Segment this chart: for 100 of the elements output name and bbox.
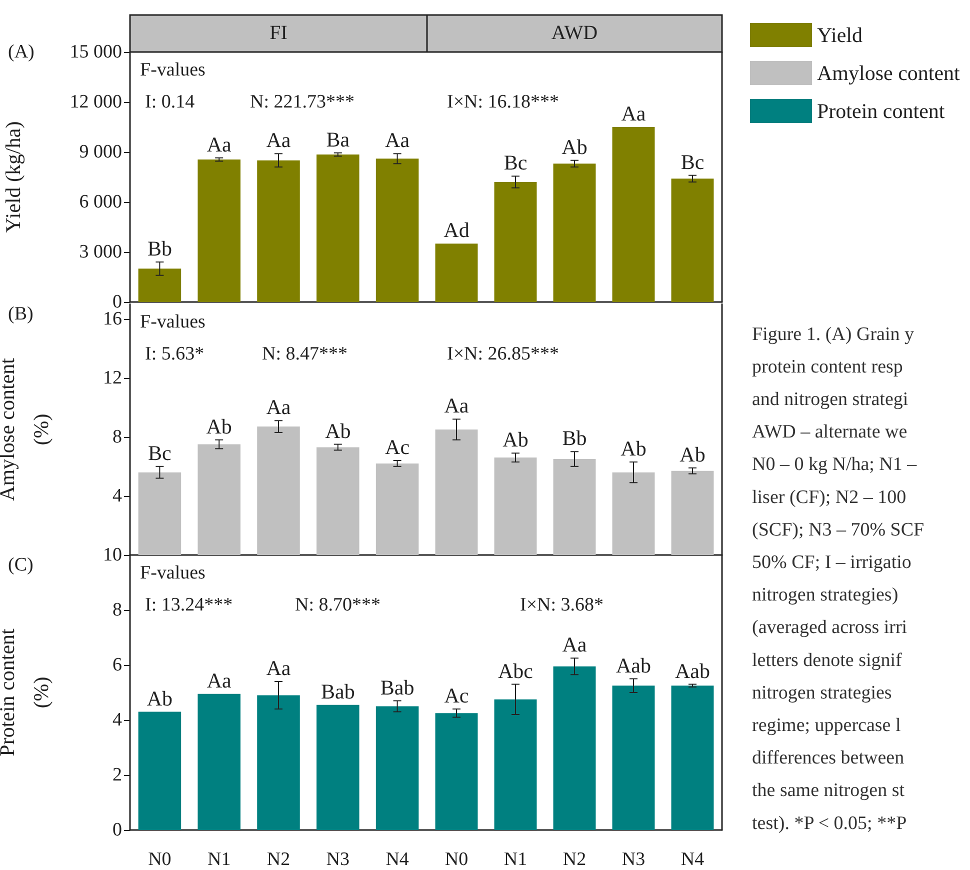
annotation: Aa bbox=[266, 128, 292, 152]
bar bbox=[435, 244, 478, 302]
x-tick-label: N3 bbox=[326, 849, 350, 870]
annotation: Ad bbox=[444, 218, 470, 242]
annotation: F-values bbox=[140, 60, 206, 80]
bar bbox=[316, 154, 360, 302]
bar bbox=[257, 426, 300, 555]
annotation: N: 8.47*** bbox=[262, 344, 348, 364]
text: (C) bbox=[8, 554, 34, 576]
bar bbox=[376, 158, 419, 302]
annotation: I×N: 3.68* bbox=[520, 594, 604, 616]
annotation: I: 5.63* bbox=[145, 344, 204, 364]
y-tick-label: 0 bbox=[112, 820, 122, 840]
bar bbox=[612, 686, 655, 830]
y-tick-label: 4 bbox=[112, 485, 122, 506]
bar bbox=[494, 699, 537, 830]
annotation: Ac bbox=[444, 684, 469, 708]
bar bbox=[671, 178, 714, 302]
bar bbox=[138, 712, 182, 830]
annotation: Aa bbox=[385, 128, 410, 152]
y-tick-label: 12 000 bbox=[70, 92, 122, 112]
annotation: I×N: 26.85*** bbox=[447, 344, 560, 364]
bar bbox=[553, 164, 596, 302]
bar bbox=[494, 458, 537, 555]
annotation: Aa bbox=[266, 395, 292, 420]
bar bbox=[612, 127, 655, 302]
bar bbox=[494, 182, 537, 302]
annotation: Bb bbox=[147, 236, 172, 260]
legend-label: Amylose content bbox=[817, 61, 960, 85]
y-tick-label: 2 bbox=[112, 764, 122, 786]
annotation: Aab bbox=[616, 653, 651, 678]
annotation: I: 13.24*** bbox=[145, 594, 233, 616]
bar bbox=[435, 430, 478, 555]
x-tick-label: N0 bbox=[444, 849, 468, 870]
y-tick-label: 6 bbox=[112, 654, 122, 676]
annotation: Ab bbox=[680, 442, 706, 466]
bar bbox=[138, 472, 182, 555]
annotation: F-values bbox=[140, 312, 206, 332]
annotation: Aa bbox=[444, 394, 470, 418]
annotation: Aa bbox=[621, 102, 646, 126]
bar bbox=[198, 694, 240, 830]
annotation: I: 0.14 bbox=[145, 92, 196, 112]
text: Figure 1. (A) Grain y protein content resp and nitrogen strategi AWD – alternate we N0 – 0 kg N/ha; N1 – liser (CF); N2 – 100 (SCF); N3 – 70% SCF 50% CF; I – irrigatio nitrogen strategies) (averaged across irri letters denote signif nitrogen strategies regime; uppercase l differences between the same nitrogen st test). *P < 0.05; **P bbox=[752, 324, 924, 834]
legend-label: Protein content bbox=[817, 99, 945, 123]
annotation: Ab bbox=[146, 686, 173, 710]
x-tick-label: N0 bbox=[148, 849, 172, 870]
bar bbox=[612, 472, 655, 555]
chart-title: AWD bbox=[551, 22, 598, 44]
annotation: Bb bbox=[562, 426, 587, 450]
annotation: Aa bbox=[562, 632, 588, 657]
y-tick-label: 8 bbox=[112, 426, 122, 448]
bar bbox=[435, 713, 478, 830]
bar bbox=[553, 459, 596, 555]
bar bbox=[316, 447, 360, 555]
annotation: Bc bbox=[148, 440, 172, 465]
annotation: Ab bbox=[562, 134, 588, 159]
y-tick-label: 4 bbox=[112, 710, 122, 730]
y-axis-title: Yield (kg/ha) bbox=[1, 121, 25, 233]
y-tick-label: 15 000 bbox=[70, 42, 122, 62]
legend-label: Yield bbox=[817, 23, 863, 47]
annotation: Bc bbox=[680, 150, 704, 174]
annotation: Aab bbox=[675, 658, 710, 683]
annotation: N: 8.70*** bbox=[295, 594, 380, 616]
annotation: Ba bbox=[326, 127, 350, 152]
annotation: Bc bbox=[504, 150, 528, 175]
text: (B) bbox=[8, 304, 34, 324]
x-tick-label: N1 bbox=[504, 849, 528, 870]
x-tick-label: N1 bbox=[207, 849, 231, 870]
annotation: Bab bbox=[380, 675, 414, 700]
y-tick-label: 3 000 bbox=[79, 242, 122, 262]
annotation: Bab bbox=[320, 679, 355, 704]
bar bbox=[671, 686, 714, 830]
bar bbox=[671, 470, 714, 555]
annotation: F-values bbox=[140, 562, 206, 584]
annotation: Ab bbox=[620, 436, 646, 460]
bar bbox=[198, 160, 240, 302]
bar bbox=[376, 463, 419, 555]
bar bbox=[198, 444, 240, 555]
annotation: N: 221.73*** bbox=[250, 92, 354, 112]
bar bbox=[138, 268, 182, 302]
y-tick-label: 9 000 bbox=[79, 142, 122, 162]
y-tick-label: 12 bbox=[103, 367, 122, 388]
x-tick-label: N2 bbox=[266, 849, 290, 870]
bar bbox=[376, 706, 419, 830]
bar bbox=[257, 695, 300, 830]
annotation: Ab bbox=[206, 414, 232, 438]
bar bbox=[553, 666, 596, 830]
annotation: Ac bbox=[385, 435, 410, 460]
chart-title: FI bbox=[270, 22, 288, 44]
y-tick-label: 8 bbox=[112, 600, 122, 620]
annotation: Aa bbox=[206, 132, 232, 156]
y-tick-label: 10 bbox=[103, 544, 122, 566]
annotation: Ab bbox=[502, 428, 528, 452]
x-tick-label: N3 bbox=[622, 849, 646, 870]
annotation: Aa bbox=[266, 656, 292, 680]
annotation: Aa bbox=[206, 668, 232, 692]
x-tick-label: N4 bbox=[386, 849, 410, 870]
annotation: Abc bbox=[498, 658, 533, 683]
annotation: I×N: 16.18*** bbox=[447, 92, 560, 112]
y-axis-title: Protein content (%) bbox=[0, 628, 53, 756]
